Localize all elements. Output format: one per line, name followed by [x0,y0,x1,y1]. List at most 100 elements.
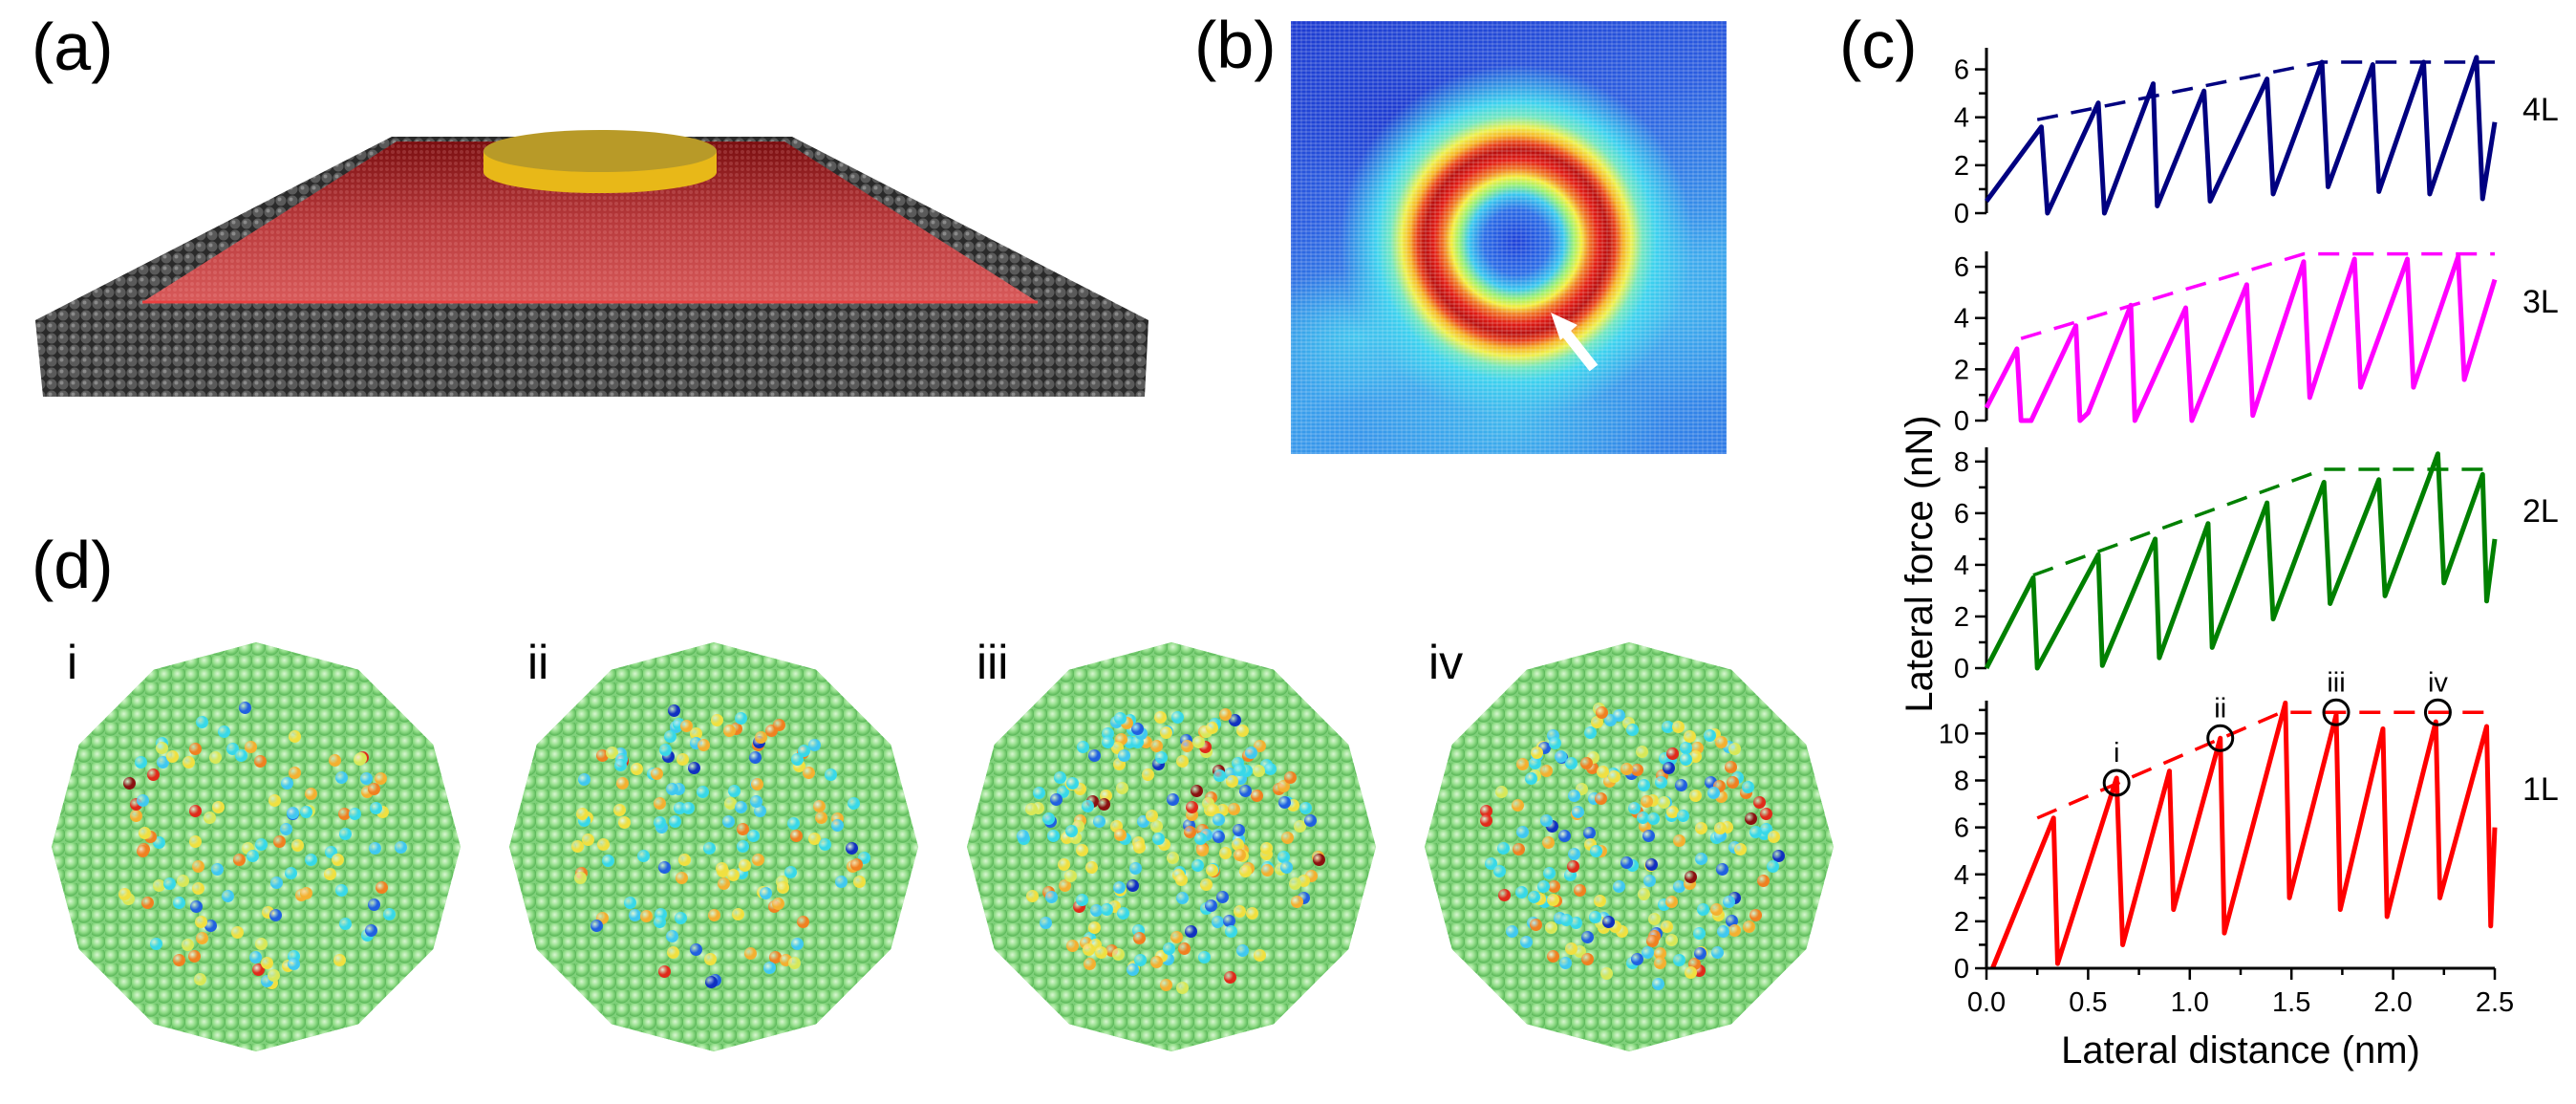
atom-marker [1497,889,1511,902]
atom-marker [1689,789,1703,802]
atom-marker [196,715,209,728]
x-tick-label: 2.5 [2476,987,2514,1018]
atom-marker [629,908,642,921]
atom-marker [1235,724,1249,737]
atom-marker [1595,791,1608,805]
atom-marker [574,872,588,885]
atom-marker [1548,737,1561,750]
atom-marker [771,897,784,910]
atom-marker [1675,779,1688,792]
atom-marker [754,804,767,817]
atom-marker [1542,835,1556,849]
atom-marker [1596,705,1609,719]
atom-marker [204,920,218,933]
atom-marker [1559,956,1573,969]
atom-marker [1693,946,1707,960]
atom-marker [261,957,274,970]
atom-marker [1704,729,1717,743]
atom-marker [300,805,313,818]
atom-marker [722,814,736,828]
atom-marker [1098,797,1111,811]
tip-snapshot-iii [967,642,1376,1051]
atom-marker [1728,923,1741,937]
atom-marker [1278,795,1292,809]
y-tick-label-3L: 2 [1954,355,1969,385]
atom-marker [1612,879,1625,893]
atom-marker [1114,712,1127,725]
atom-marker [1184,925,1197,939]
atom-marker [1637,778,1650,791]
atom-marker [1676,810,1689,823]
atom-marker [1600,966,1614,980]
atom-marker [1529,918,1542,931]
atom-marker [1126,963,1139,976]
x-tick-label: 2.0 [2373,987,2412,1018]
atom-marker [1085,861,1099,875]
atom-marker [617,816,631,830]
atom-marker [1191,858,1204,872]
atom-marker [1728,743,1742,756]
atom-marker [1479,814,1492,828]
atom-marker [246,849,259,862]
atom-marker [1665,805,1679,818]
atom-marker [1225,924,1238,938]
atom-marker [1170,931,1184,944]
atom-marker [288,957,301,970]
atom-marker [1185,801,1198,814]
x-tick-label: 0.0 [1967,987,2006,1018]
atom-marker [808,738,822,751]
atom-marker [1024,803,1038,816]
atom-marker [1528,890,1541,903]
atom-marker [182,755,195,768]
atom-marker [192,860,205,874]
atom-marker [1519,936,1533,949]
atom-marker [1646,812,1660,826]
y-axis-title: Lateral force (nN) [1899,415,1941,712]
atom-marker [187,950,201,963]
atom-marker [813,800,826,813]
y-tick-label-2L: 6 [1954,499,1969,530]
y-tick-label-3L: 6 [1954,252,1969,283]
atom-marker [1087,748,1101,762]
atom-marker [153,878,166,892]
atom-marker [1216,803,1229,816]
atom-marker [137,844,150,857]
atom-marker [1050,792,1063,806]
atom-marker [1582,827,1596,840]
atom-marker [1596,766,1609,779]
atom-marker [211,800,225,813]
atom-marker [797,915,810,928]
atom-marker [1299,802,1313,815]
arrow-icon [1551,313,1599,372]
atom-marker [1232,824,1245,837]
atom-marker [1244,747,1257,760]
atom-marker [334,883,348,897]
atom-marker [189,900,203,914]
atom-marker [1206,804,1219,817]
atom-marker [251,963,265,976]
atom-marker [1032,787,1045,800]
atom-marker [273,834,287,848]
atom-marker [1223,970,1236,984]
atom-marker [339,828,353,840]
atom-marker [1160,979,1173,992]
atom-marker [1218,847,1232,860]
atom-marker [1660,920,1673,933]
atom-marker [1084,958,1097,971]
atom-marker [1567,847,1580,860]
y-tick-label-3L: 0 [1954,406,1969,437]
atom-marker [850,858,864,872]
atom-marker [1636,812,1649,825]
y-tick-label-2L: 2 [1954,602,1969,633]
atom-marker [375,881,388,895]
atom-marker [136,793,149,807]
atom-marker [1175,755,1189,768]
atom-marker [1671,720,1685,733]
atom-marker [130,809,143,822]
y-tick-label-1L: 6 [1954,813,1969,844]
atom-marker [1715,735,1728,748]
atom-marker [752,853,765,866]
atom-marker [1767,859,1780,873]
atom-marker [1658,795,1671,809]
